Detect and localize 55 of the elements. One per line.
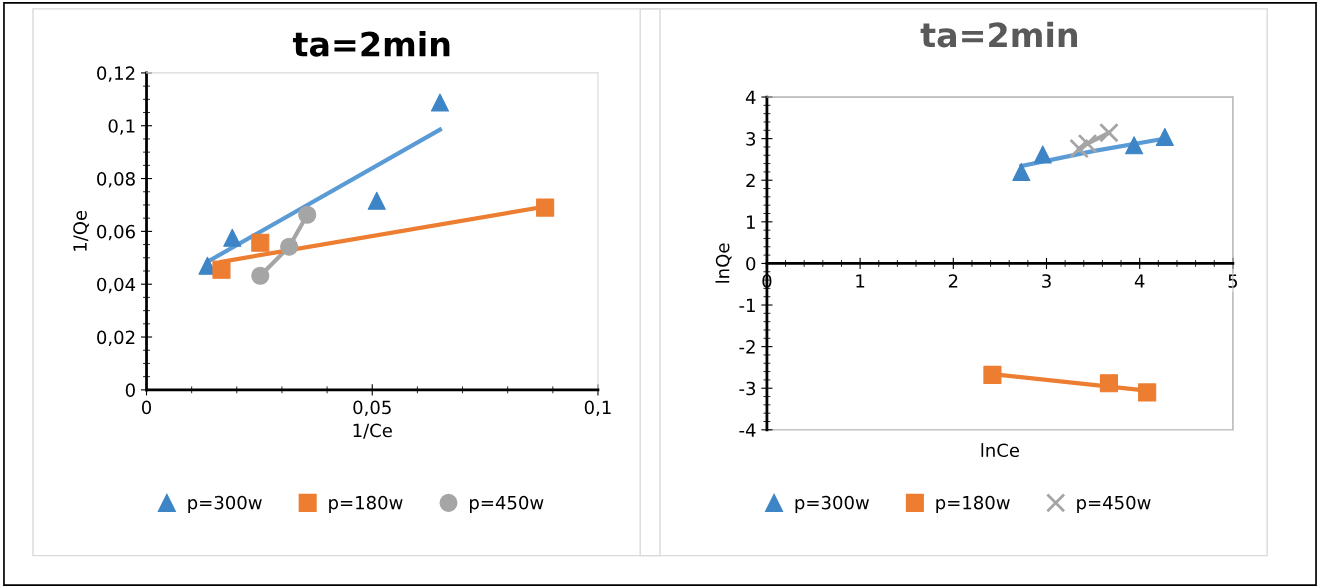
point — [1125, 136, 1144, 155]
point — [1012, 162, 1031, 181]
x-tick-label: 0,1 — [584, 400, 611, 417]
point — [1138, 383, 1157, 402]
y-axis-title: lnQe — [715, 243, 732, 283]
x-tick-label: 3 — [1042, 274, 1051, 288]
x-tick-label: 0,05 — [353, 400, 391, 417]
point — [1155, 127, 1174, 147]
point — [251, 266, 270, 285]
point — [298, 205, 317, 224]
point — [536, 198, 555, 217]
y-tick-label: 0 — [746, 256, 756, 271]
y-tick-label: -1 — [739, 298, 755, 312]
y-tick-label: 0,12 — [97, 66, 135, 82]
point — [1099, 122, 1119, 143]
y-tick-label: -2 — [739, 340, 755, 354]
y-tick-label: 1 — [747, 215, 755, 229]
y-tick-label: -4 — [739, 423, 756, 437]
y-tick-label: 0,08 — [97, 172, 135, 188]
x-tick-label: 2 — [948, 274, 958, 288]
x-axis-title: lnCe — [981, 443, 1020, 458]
y-tick-label: 0,04 — [97, 277, 136, 294]
x-tick-label: 1 — [856, 274, 865, 288]
chart-title: ta=2min — [920, 21, 1078, 48]
legend-label: p=450w — [1077, 495, 1151, 513]
point — [1069, 138, 1090, 159]
point — [251, 233, 270, 252]
x-axis-title: 1/Ce — [353, 423, 392, 439]
point — [983, 365, 1002, 384]
legend-label: p=450w — [470, 495, 544, 513]
y-tick-label: 0,02 — [97, 330, 135, 346]
chart-title: ta=2min — [292, 30, 450, 57]
x-tick-label: 0 — [141, 400, 152, 415]
y-tick-label: 0,06 — [97, 224, 135, 241]
y-tick-label: -3 — [739, 381, 756, 396]
y-tick-label: 4 — [745, 90, 756, 104]
point — [1099, 374, 1118, 393]
y-tick-label: 2 — [746, 173, 755, 188]
x-tick-label: 4 — [1134, 274, 1145, 288]
y-tick-label: 0,1 — [108, 119, 135, 135]
y-tick-label: 0 — [125, 383, 135, 397]
y-tick-label: 3 — [746, 132, 756, 146]
legend-label: p=180w — [329, 495, 403, 513]
point — [367, 191, 386, 210]
point — [280, 237, 299, 256]
point — [430, 93, 450, 112]
point — [212, 260, 231, 279]
point — [1033, 145, 1052, 164]
legend-label: p=300w — [188, 495, 262, 513]
legend-label: p=180w — [936, 495, 1010, 513]
legend-label: p=300w — [795, 495, 869, 513]
point — [223, 228, 242, 247]
y-axis-title: 1/Qe — [73, 210, 89, 251]
x-tick-label: 5 — [1228, 274, 1238, 288]
point — [1077, 133, 1098, 154]
